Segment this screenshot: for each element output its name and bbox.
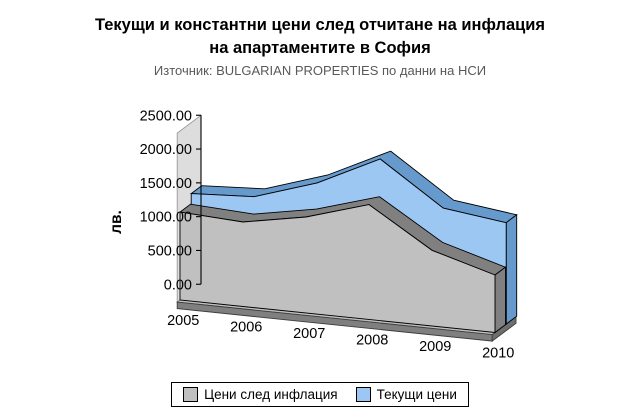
chart-title-line2: на апартаментите в София xyxy=(209,38,431,57)
chart-title-line1: Текущи и константни цени след отчитане н… xyxy=(94,16,546,34)
x-tick-label: 2005 xyxy=(167,313,199,329)
x-tick-label: 2007 xyxy=(293,326,325,342)
y-axis-title: лв. xyxy=(108,210,125,234)
y-tick-label: 0.00 xyxy=(164,277,192,293)
y-tick-label: 500.00 xyxy=(148,243,192,259)
x-tick-label: 2009 xyxy=(419,339,451,355)
chart-title-block: Текущи и константни цени след отчитане н… xyxy=(0,14,640,78)
legend-swatch-blue xyxy=(355,387,371,402)
series-constant-prices-right-face xyxy=(494,266,506,334)
chart-subtitle: Източник: BULGARIAN PROPERTIES по данни … xyxy=(153,62,487,78)
x-tick-label: 2008 xyxy=(356,333,388,349)
legend: Цени след инфлация Текущи цени xyxy=(171,382,469,407)
legend-swatch-gray xyxy=(183,387,199,402)
legend-label-current-prices: Текущи цени xyxy=(376,387,457,402)
y-tick-label: 2000.00 xyxy=(140,142,192,158)
legend-label-constant-prices: Цени след инфлация xyxy=(204,387,338,402)
series-current-prices-right-face xyxy=(505,213,518,326)
y-tick-label: 2500.00 xyxy=(140,108,192,124)
y-tick-label: 1000.00 xyxy=(140,210,192,226)
y-tick-label: 1500.00 xyxy=(140,176,192,192)
legend-wrap: Цени след инфлация Текущи цени xyxy=(0,382,640,407)
x-tick-label: 2010 xyxy=(482,346,514,362)
x-tick-label: 2006 xyxy=(230,320,262,336)
legend-item-current-prices: Текущи цени xyxy=(355,387,457,402)
series-constant-prices-face xyxy=(179,204,496,333)
legend-item-constant-prices: Цени след инфлация xyxy=(183,387,338,402)
